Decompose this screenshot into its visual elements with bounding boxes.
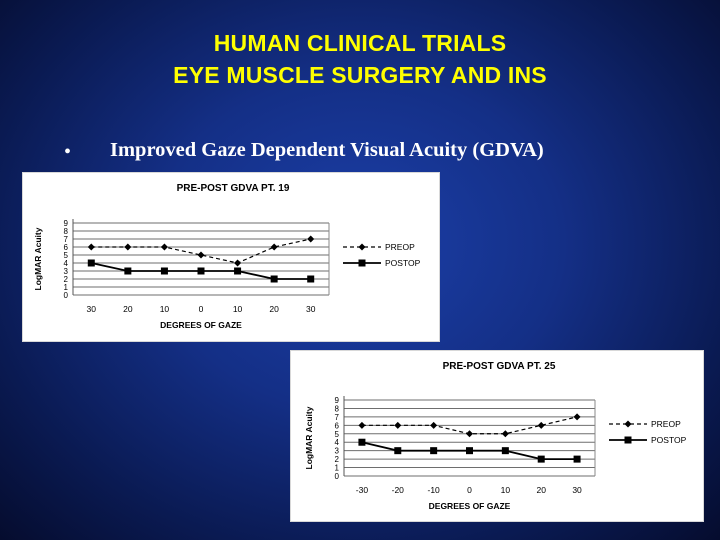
- x-tick-label: 20: [269, 304, 279, 314]
- x-tick-label: -20: [392, 485, 405, 495]
- preop-point: [270, 243, 278, 251]
- bullet-text: Improved Gaze Dependent Visual Acuity (G…: [110, 139, 544, 161]
- postop-point: [466, 447, 473, 455]
- y-tick-label: 0: [64, 291, 69, 300]
- postop-point: [87, 259, 95, 267]
- y-tick-label: 2: [335, 455, 340, 464]
- x-tick-label: 30: [87, 304, 97, 314]
- legend-label-preop: PREOP: [385, 242, 415, 252]
- postop-point: [270, 275, 278, 283]
- postop-point: [358, 438, 366, 446]
- legend-label-postop: POSTOP: [651, 435, 687, 445]
- y-tick-label: 6: [335, 421, 340, 430]
- x-tick-label: -10: [427, 485, 440, 495]
- x-axis-label: DEGREES OF GAZE: [160, 320, 242, 330]
- y-tick-label: 7: [335, 413, 340, 422]
- x-tick-label: 10: [501, 485, 511, 495]
- preop-point: [394, 421, 402, 429]
- y-tick-label: 3: [335, 447, 340, 456]
- y-tick-label: 5: [64, 251, 69, 260]
- y-tick-label: 9: [335, 396, 340, 405]
- postop-point: [234, 267, 242, 275]
- x-tick-label: 0: [199, 304, 204, 314]
- y-tick-label: 8: [335, 404, 340, 413]
- postop-point: [573, 455, 581, 463]
- chart-panel-pt19: PRE-POST GDVA PT. 19 0 1 2 3 4 5 6 7 8 9 30 20 10 0 10 2…: [22, 172, 440, 342]
- postop-point: [197, 267, 205, 275]
- y-tick-label: 6: [64, 243, 69, 252]
- x-tick-label: 10: [160, 304, 170, 314]
- y-tick-label: 1: [335, 464, 340, 473]
- y-tick-label: 5: [335, 430, 340, 439]
- x-tick-label: 20: [536, 485, 546, 495]
- postop-point: [124, 267, 132, 275]
- preop-point: [430, 421, 438, 429]
- x-tick-label: 30: [306, 304, 316, 314]
- legend-marker-preop: [624, 420, 632, 428]
- x-tick-label: 10: [233, 304, 243, 314]
- y-tick-label: 1: [64, 283, 69, 292]
- postop-point: [394, 447, 402, 455]
- y-tick-label: 4: [64, 259, 69, 268]
- legend-marker-postop: [624, 436, 632, 444]
- legend-marker-postop: [358, 259, 366, 267]
- y-tick-label: 7: [64, 235, 69, 244]
- x-tick-label: 30: [572, 485, 582, 495]
- preop-point: [501, 430, 509, 438]
- y-tick-label: 9: [64, 219, 69, 228]
- bullet-marker: •: [64, 141, 72, 163]
- y-tick-label: 2: [64, 275, 69, 284]
- chart-panel-pt25: PRE-POST GDVA PT. 25 0 1 2 3 4 5 6 7 8 9 -30 -20 -10 0…: [290, 350, 704, 522]
- x-tick-label: 20: [123, 304, 133, 314]
- postop-point: [537, 455, 545, 463]
- legend-label-postop: POSTOP: [385, 258, 421, 268]
- slide-title-line-2: EYE MUSCLE SURGERY AND INS: [173, 62, 547, 88]
- chart-title: PRE-POST GDVA PT. 19: [177, 183, 290, 194]
- postop-point: [501, 447, 509, 455]
- x-axis-label: DEGREES OF GAZE: [429, 501, 511, 511]
- y-tick-label: 8: [64, 227, 69, 236]
- y-axis-label: LogMAR Acuity: [33, 227, 43, 290]
- chart-title: PRE-POST GDVA PT. 25: [443, 361, 556, 372]
- preop-point: [307, 235, 315, 243]
- y-tick-label: 0: [335, 472, 340, 481]
- postop-point: [430, 447, 438, 455]
- preop-point: [234, 259, 242, 267]
- x-tick-label: -30: [356, 485, 369, 495]
- preop-point: [573, 413, 581, 421]
- preop-point: [466, 430, 473, 438]
- x-tick-label: 0: [467, 485, 472, 495]
- series-line-preop: [91, 238, 311, 264]
- y-tick-label: 4: [335, 438, 340, 447]
- y-axis-label: LogMAR Acuity: [304, 406, 314, 469]
- postop-point: [307, 275, 315, 283]
- slide-title-line-1: HUMAN CLINICAL TRIALS: [213, 30, 507, 56]
- legend-label-preop: PREOP: [651, 419, 681, 429]
- postop-point: [160, 267, 168, 275]
- preop-point: [124, 243, 132, 251]
- preop-point: [87, 243, 95, 251]
- y-tick-label: 3: [64, 267, 69, 276]
- preop-point: [197, 251, 205, 259]
- preop-point: [160, 243, 168, 251]
- preop-point: [537, 421, 545, 429]
- preop-point: [358, 421, 366, 429]
- legend-marker-preop: [358, 243, 366, 251]
